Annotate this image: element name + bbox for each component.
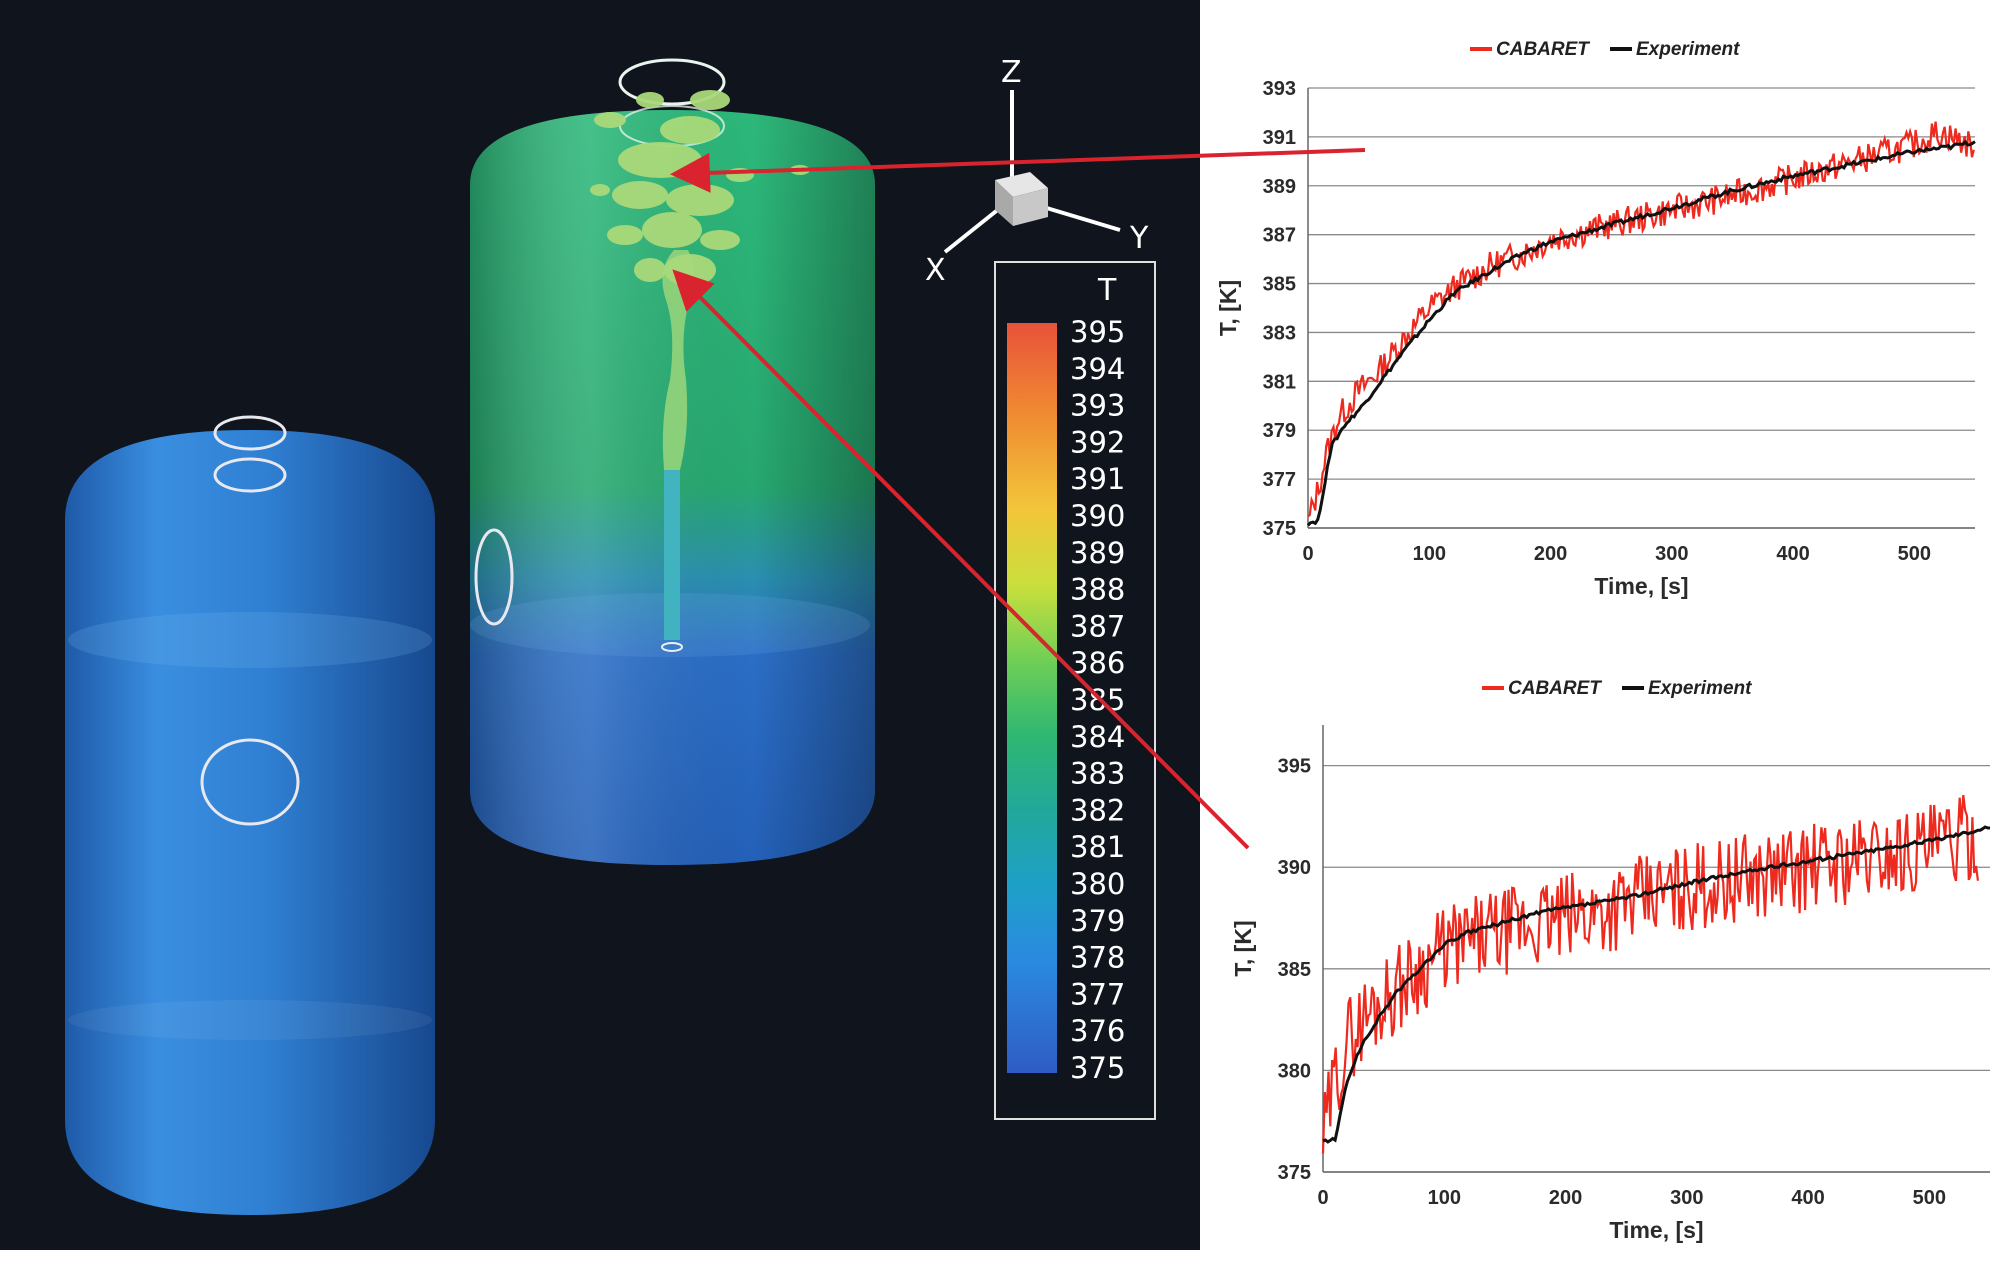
y-tick-label: 383: [1263, 322, 1296, 344]
colorbar-label: 378: [1070, 941, 1125, 975]
series-line-cabaret: [1321, 794, 1979, 1154]
y-tick-label: 381: [1263, 371, 1296, 393]
colorbar-label: 385: [1070, 683, 1125, 717]
x-tick-label: 0: [1317, 1187, 1328, 1209]
axis-y-label: Y: [1129, 221, 1149, 256]
colorbar-label: 376: [1070, 1014, 1125, 1048]
x-tick-label: 400: [1776, 543, 1809, 565]
colorbar-label: 391: [1070, 462, 1125, 496]
colorbar-label: 383: [1070, 757, 1125, 791]
left-tank-nozzle-bottom: [213, 457, 287, 493]
series-line-cabaret: [1307, 121, 1975, 518]
x-tick-label: 500: [1898, 543, 1931, 565]
series-line-experiment: [1322, 825, 1991, 1144]
x-tick-label: 200: [1534, 543, 1567, 565]
colorbar-label: 375: [1070, 1051, 1125, 1085]
left-tank: [65, 415, 435, 1215]
colorbar-label: 393: [1070, 389, 1125, 423]
left-tank-side-port: [200, 738, 300, 826]
y-tick-label: 395: [1278, 756, 1311, 778]
colorbar-label: 395: [1070, 315, 1125, 349]
chart-bottom: 375 380 385 390 395 0 100 200 300 400 500 Time, [s]…: [1230, 678, 1991, 1243]
x-axis-label: Time, [s]: [1594, 573, 1688, 599]
colorbar-label: 380: [1070, 867, 1125, 901]
colorbar-label: 386: [1070, 646, 1125, 680]
colorbar-label: 390: [1070, 499, 1125, 533]
legend-label-experiment: Experiment: [1648, 678, 1752, 699]
colorbar-gradient: [1007, 323, 1057, 1073]
legend-label-cabaret: CABARET: [1496, 39, 1590, 60]
colorbar-label: 388: [1070, 573, 1125, 607]
y-axis-label: T, [K]: [1230, 920, 1256, 976]
colorbar-label: 384: [1070, 720, 1125, 754]
y-tick-label: 385: [1263, 274, 1296, 296]
colorbar-label: 382: [1070, 793, 1125, 827]
y-tick-label: 387: [1263, 225, 1296, 247]
x-tick-label: 400: [1791, 1187, 1824, 1209]
y-tick-label: 391: [1263, 127, 1296, 149]
colorbar-label: 379: [1070, 904, 1125, 938]
axis-triad: Z X Y: [925, 55, 1149, 288]
y-tick-label: 389: [1263, 176, 1296, 198]
left-tank-nozzle-top: [213, 415, 287, 451]
y-tick-label: 393: [1263, 78, 1296, 100]
x-tick-label: 0: [1302, 543, 1313, 565]
x-tick-label: 100: [1413, 543, 1446, 565]
colorbar-label: 381: [1070, 830, 1125, 864]
y-tick-label: 380: [1278, 1060, 1311, 1082]
x-tick-label: 200: [1549, 1187, 1582, 1209]
axis-z-label: Z: [1001, 55, 1022, 90]
x-axis-label: Time, [s]: [1609, 1217, 1703, 1243]
connecting-pipe-port: [474, 528, 514, 626]
colorbar-label: 394: [1070, 352, 1125, 386]
y-tick-label: 375: [1278, 1162, 1311, 1184]
y-tick-label: 375: [1263, 518, 1296, 540]
colorbar-label: 387: [1070, 609, 1125, 643]
axis-x-label: X: [925, 253, 946, 288]
y-tick-label: 379: [1263, 420, 1296, 442]
y-tick-label: 390: [1278, 857, 1311, 879]
x-tick-label: 100: [1428, 1187, 1461, 1209]
x-tick-label: 300: [1655, 543, 1688, 565]
right-tank-nozzle-top: [618, 58, 726, 106]
series-line-experiment: [1306, 139, 1976, 527]
x-tick-label: 300: [1670, 1187, 1703, 1209]
colorbar-title: T: [1097, 273, 1117, 308]
colorbar-label: 392: [1070, 425, 1125, 459]
colorbar-label: 377: [1070, 977, 1125, 1011]
legend-label-cabaret: CABARET: [1508, 678, 1602, 699]
y-axis-label: T, [K]: [1215, 280, 1241, 336]
y-tick-label: 385: [1278, 959, 1311, 981]
x-tick-label: 500: [1913, 1187, 1946, 1209]
y-tick-label: 377: [1263, 469, 1296, 491]
colorbar-label: 389: [1070, 536, 1125, 570]
legend-label-experiment: Experiment: [1636, 39, 1740, 60]
right-tank: [470, 58, 875, 865]
